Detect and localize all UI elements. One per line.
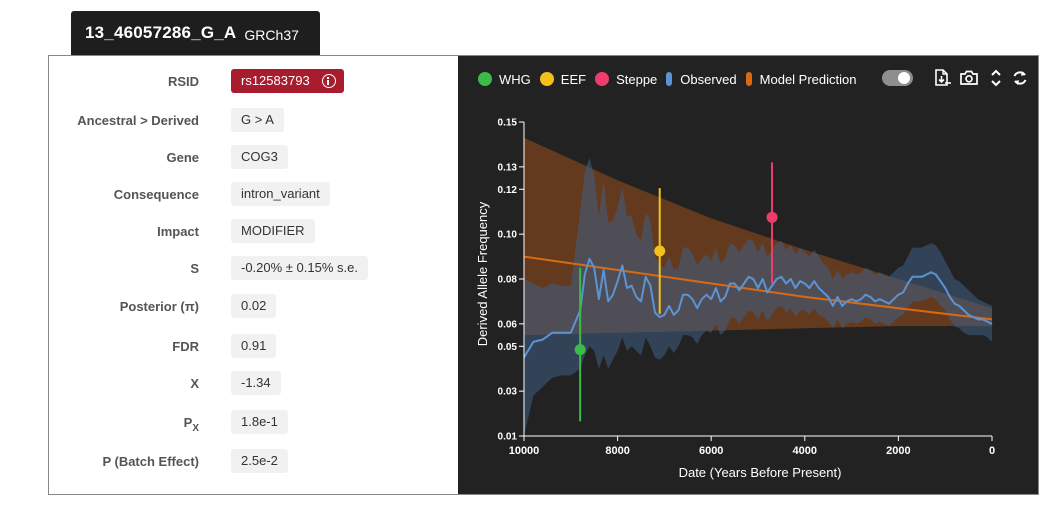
steppe-point: [766, 211, 778, 223]
legend-eef-swatch: [539, 72, 554, 86]
legend-steppe[interactable]: Steppe: [595, 72, 657, 87]
variant-tab[interactable]: 13_46057286_G_A GRCh37: [71, 11, 320, 55]
legend-observed[interactable]: Observed: [666, 71, 737, 87]
y-tick-label: 0.13: [498, 162, 518, 173]
y-tick-label: 0.08: [498, 275, 518, 286]
field-value: 2.5e-2: [231, 449, 288, 473]
field-value: -1.34: [231, 371, 281, 395]
field-batch-effect: P (Batch Effect) 2.5e-2: [49, 449, 458, 475]
model-prediction-line: [523, 255, 993, 321]
chart-area: WHG EEF Steppe Observed Model Prediction: [458, 56, 1038, 494]
y-tick-label: 0.10: [498, 230, 518, 241]
legend-steppe-swatch: [595, 72, 610, 86]
legend-whg-label: WHG: [499, 71, 531, 87]
y-tick-label: 0.03: [498, 387, 518, 398]
field-value: COG3: [231, 145, 288, 169]
field-rsid: RSID rs12583793: [49, 69, 458, 95]
download-icon[interactable]: [932, 68, 952, 88]
field-label: Consequence: [113, 187, 199, 202]
rsid-value: rs12583793: [241, 73, 310, 88]
field-label: FDR: [172, 339, 199, 354]
refresh-icon[interactable]: [1010, 68, 1030, 88]
field-alleles: Ancestral > Derived G > A: [49, 108, 458, 134]
field-label: P (Batch Effect): [102, 454, 199, 469]
chart-axes: 0.01 0.03 0.05 0.06 0.08 0.10 0.12 0.13 0.15 1000…: [498, 118, 996, 458]
field-posterior: Posterior (π) 0.02: [49, 294, 458, 320]
variant-details: RSID rs12583793 Ancestral > Derived G > …: [49, 56, 458, 494]
field-label: X: [190, 376, 199, 391]
chart-bands: [524, 137, 992, 436]
field-px: PX 1.8e-1: [49, 410, 458, 436]
legend-steppe-label: Steppe: [616, 71, 658, 87]
y-axis-title: Derived Allele Frequency: [475, 201, 490, 346]
field-value: 0.91: [231, 334, 277, 358]
x-tick-label: 10000: [509, 445, 540, 457]
observed-ci-band: [524, 157, 992, 436]
info-icon[interactable]: [321, 74, 336, 88]
expand-icon[interactable]: [986, 68, 1006, 88]
field-x: X -1.34: [49, 371, 458, 397]
field-impact: Impact MODIFIER: [49, 219, 458, 245]
field-label: Ancestral > Derived: [77, 113, 199, 128]
x-axis-title: Date (Years Before Present): [679, 465, 842, 480]
px-label-main: P: [183, 415, 193, 430]
legend-model[interactable]: Model Prediction: [745, 71, 857, 87]
x-tick-label: 0: [989, 445, 995, 457]
x-tick-label: 4000: [793, 445, 817, 457]
rsid-badge[interactable]: rs12583793: [231, 69, 344, 93]
variant-id: 13_46057286_G_A: [85, 23, 237, 42]
field-value: -0.20% ± 0.15% s.e.: [231, 256, 368, 280]
field-value: intron_variant: [231, 182, 330, 206]
whg-point: [574, 344, 586, 356]
eef-point: [654, 245, 666, 257]
y-tick-label: 0.01: [498, 432, 518, 443]
y-tick-label: 0.12: [498, 185, 518, 196]
field-gene: Gene COG3: [49, 145, 458, 171]
variant-panel: RSID rs12583793 Ancestral > Derived G > …: [48, 55, 1039, 495]
field-consequence: Consequence intron_variant: [49, 182, 458, 208]
genome-build: GRCh37: [244, 27, 299, 43]
px-label-sub: X: [192, 423, 199, 434]
field-value: 1.8e-1: [231, 410, 288, 434]
chart-points: [574, 162, 778, 422]
field-selection: S -0.20% ± 0.15% s.e.: [49, 256, 458, 282]
x-tick-label: 6000: [699, 445, 723, 457]
field-label: Gene: [166, 150, 199, 165]
x-tick-label: 2000: [886, 445, 910, 457]
chart-legend: WHG EEF Steppe Observed Model Prediction: [478, 70, 865, 88]
field-label: Impact: [157, 224, 199, 239]
field-value: 0.02: [231, 294, 277, 318]
y-tick-label: 0.15: [498, 118, 518, 129]
display-toggle[interactable]: [882, 70, 913, 86]
chart-lines: [523, 255, 993, 359]
observed-line: [523, 257, 993, 359]
field-fdr: FDR 0.91: [49, 334, 458, 360]
field-value: MODIFIER: [231, 219, 315, 243]
x-tick-label: 8000: [605, 445, 629, 457]
camera-icon[interactable]: [959, 68, 979, 88]
field-label: RSID: [167, 74, 199, 89]
legend-observed-swatch: [666, 72, 673, 86]
legend-eef[interactable]: EEF: [539, 71, 587, 87]
field-label: S: [190, 261, 199, 276]
y-tick-label: 0.06: [498, 319, 518, 330]
legend-model-label: Model Prediction: [759, 71, 857, 87]
legend-eef-label: EEF: [560, 71, 587, 87]
field-label: PX: [183, 415, 199, 434]
field-label: Posterior (π): [119, 299, 199, 314]
legend-model-swatch: [745, 72, 752, 86]
legend-whg-swatch: [478, 72, 492, 86]
field-value: G > A: [231, 108, 284, 132]
legend-whg[interactable]: WHG: [478, 72, 531, 87]
legend-observed-label: Observed: [680, 71, 737, 87]
frequency-chart: 0.01 0.03 0.05 0.06 0.08 0.10 0.12 0.13 0.15 1000…: [475, 118, 996, 481]
y-tick-label: 0.05: [498, 342, 518, 353]
